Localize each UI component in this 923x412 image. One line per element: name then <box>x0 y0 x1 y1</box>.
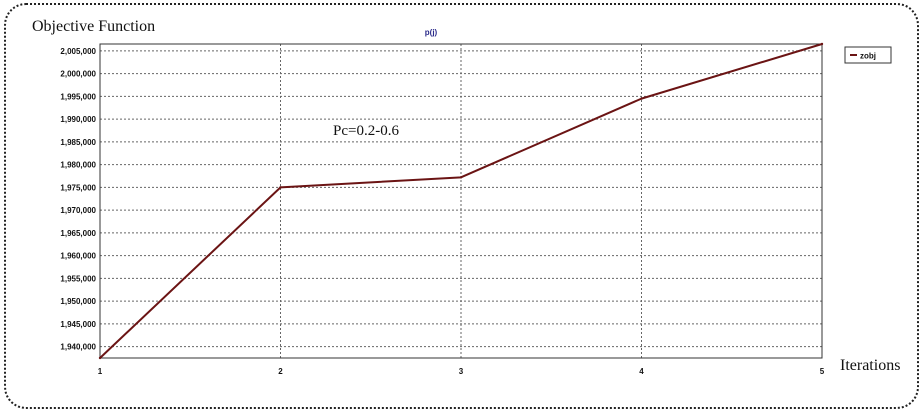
x-tick-label: 4 <box>639 367 644 376</box>
y-tick-label: 1,965,000 <box>60 229 96 238</box>
y-tick-label: 1,940,000 <box>60 343 96 352</box>
legend-label-zobj: zobj <box>860 52 876 61</box>
y-tick-label: 1,945,000 <box>60 320 96 329</box>
x-axis: 1 2 3 4 5 <box>98 367 825 376</box>
x-tick-label: 5 <box>820 367 825 376</box>
grid <box>100 44 822 358</box>
annotation-pc: Pc=0.2-0.6 <box>333 123 399 139</box>
y-tick-label: 1,955,000 <box>60 274 96 283</box>
y-tick-label: 1,970,000 <box>60 206 96 215</box>
y-axis-label: Objective Function <box>32 18 155 35</box>
y-tick-label: 1,975,000 <box>60 183 96 192</box>
y-tick-label: 1,995,000 <box>60 92 96 101</box>
chart-title: p(j) <box>425 28 438 37</box>
legend: zobj <box>845 47 891 63</box>
data-point <box>821 43 823 45</box>
x-tick-label: 3 <box>459 367 464 376</box>
y-tick-label: 1,980,000 <box>60 161 96 170</box>
data-point <box>99 357 101 359</box>
x-tick-label: 1 <box>98 367 103 376</box>
data-point <box>279 186 281 188</box>
y-axis: 1,940,000 1,945,000 1,950,000 1,955,000 1,96… <box>60 47 96 352</box>
x-axis-label: Iterations <box>840 357 900 374</box>
y-tick-label: 1,950,000 <box>60 297 96 306</box>
data-point <box>640 97 642 99</box>
data-point <box>460 176 462 178</box>
y-tick-label: 1,985,000 <box>60 138 96 147</box>
y-tick-label: 2,005,000 <box>60 47 96 56</box>
y-tick-label: 2,000,000 <box>60 70 96 79</box>
x-tick-label: 2 <box>278 367 283 376</box>
y-tick-label: 1,960,000 <box>60 252 96 261</box>
y-tick-label: 1,990,000 <box>60 115 96 124</box>
